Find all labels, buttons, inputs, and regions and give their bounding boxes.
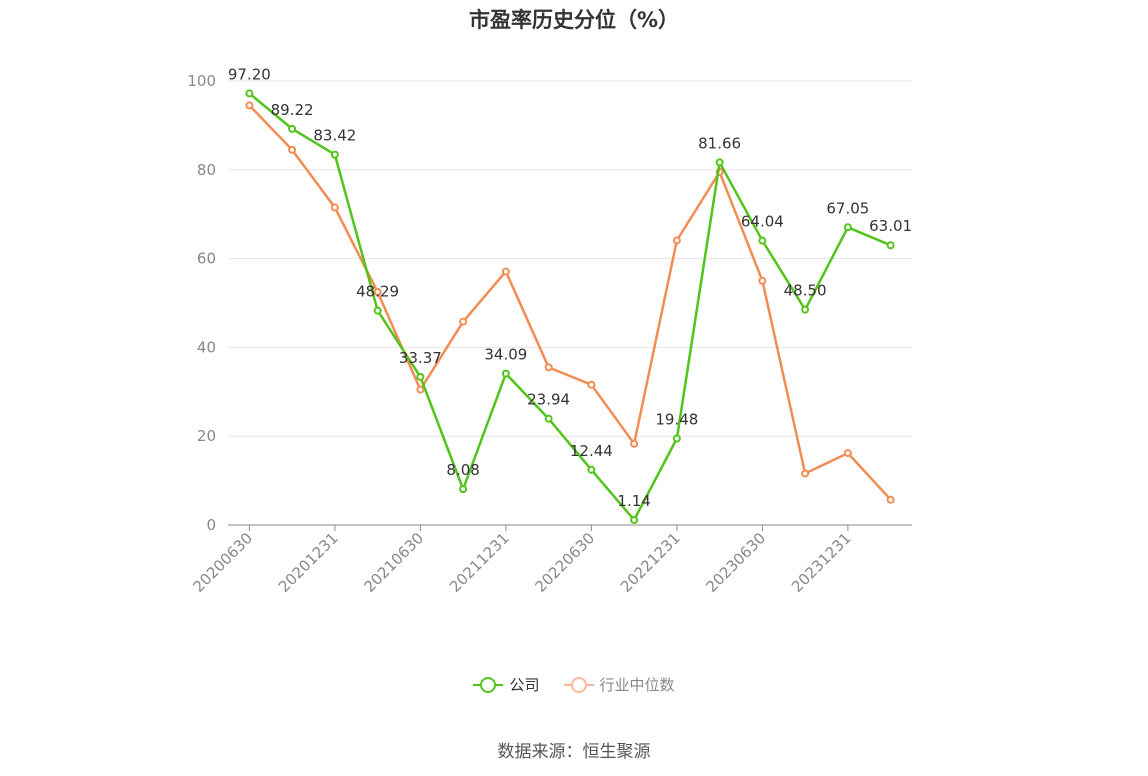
y-tick-label: 80 xyxy=(197,161,216,179)
legend-item-industry[interactable]: 行业中位数 xyxy=(563,674,675,695)
data-point-company xyxy=(330,150,339,159)
data-point-company xyxy=(288,124,297,133)
chart-title: 市盈率历史分位（%） xyxy=(468,8,680,32)
y-tick-label: 40 xyxy=(197,338,216,356)
data-point-industry xyxy=(288,145,297,154)
data-point-company xyxy=(416,372,425,381)
legend-company-label: 公司 xyxy=(509,676,540,694)
data-point-company xyxy=(459,485,468,494)
data-point-industry xyxy=(843,449,852,458)
data-point-company xyxy=(886,241,895,250)
series-line-company xyxy=(248,92,892,522)
data-point-industry xyxy=(587,380,596,389)
data-label: 97.20 xyxy=(228,65,271,83)
data-point-industry xyxy=(758,276,767,285)
y-tick-label: 60 xyxy=(197,250,216,268)
data-label: 19.48 xyxy=(655,411,698,429)
y-tick-label: 0 xyxy=(206,516,216,534)
data-point-company xyxy=(501,369,510,378)
data-point-industry xyxy=(501,267,510,276)
legend-industry-marker-icon xyxy=(563,676,594,693)
data-point-industry xyxy=(245,101,254,110)
data-label: 48.29 xyxy=(356,283,399,301)
data-point-company xyxy=(544,414,553,423)
data-label: 1.14 xyxy=(617,492,650,510)
y-tick-label: 20 xyxy=(197,427,216,445)
data-point-company xyxy=(801,305,810,314)
data-point-company xyxy=(672,434,681,443)
data-label: 48.50 xyxy=(784,282,827,300)
data-point-company xyxy=(630,515,639,524)
data-point-industry xyxy=(886,495,895,504)
x-tick-label: 20211231 xyxy=(446,529,513,596)
legend-company-marker-icon xyxy=(473,676,504,693)
line-chart: 0 20 40 60 80 100 20200630 20201231 20210630 2021… xyxy=(187,65,912,596)
data-label: 83.42 xyxy=(313,127,356,145)
y-tick-label: 100 xyxy=(187,72,216,90)
x-tick-label: 20231231 xyxy=(788,529,855,596)
data-point-company xyxy=(843,223,852,232)
data-point-company xyxy=(715,158,724,167)
data-label: 8.08 xyxy=(446,461,479,479)
legend-item-company[interactable]: 公司 xyxy=(473,674,540,695)
data-label: 67.05 xyxy=(826,199,869,217)
data-point-company xyxy=(245,89,254,98)
data-point-industry xyxy=(630,439,639,448)
legend-industry-label: 行业中位数 xyxy=(599,676,675,694)
data-point-industry xyxy=(373,287,382,296)
x-tick-label: 20201231 xyxy=(275,529,342,596)
data-label: 23.94 xyxy=(527,391,570,409)
data-point-industry xyxy=(416,385,425,394)
data-label: 63.01 xyxy=(869,217,912,235)
x-tick-label: 20210630 xyxy=(360,529,427,596)
x-tick-label: 20221231 xyxy=(617,529,684,596)
x-tick-label: 20220630 xyxy=(531,529,598,596)
data-point-company xyxy=(758,236,767,245)
x-tick-label: 20230630 xyxy=(702,529,769,596)
data-point-industry xyxy=(801,469,810,478)
data-label: 12.44 xyxy=(570,442,613,460)
data-label: 64.04 xyxy=(741,213,784,231)
data-label: 89.22 xyxy=(271,101,314,119)
data-point-industry xyxy=(459,317,468,326)
x-tick-label: 20200630 xyxy=(189,529,256,596)
data-point-company xyxy=(373,306,382,315)
data-label: 34.09 xyxy=(484,346,527,364)
data-point-industry xyxy=(330,203,339,212)
data-label: 33.37 xyxy=(399,349,442,367)
data-label: 81.66 xyxy=(698,134,741,152)
legend: 公司 行业中位数 xyxy=(0,674,1148,695)
data-point-company xyxy=(587,465,596,474)
series-line-industry xyxy=(248,104,892,501)
data-point-industry xyxy=(672,236,681,245)
source-note: 数据来源：恒生聚源 xyxy=(497,742,651,762)
data-point-industry xyxy=(544,363,553,372)
